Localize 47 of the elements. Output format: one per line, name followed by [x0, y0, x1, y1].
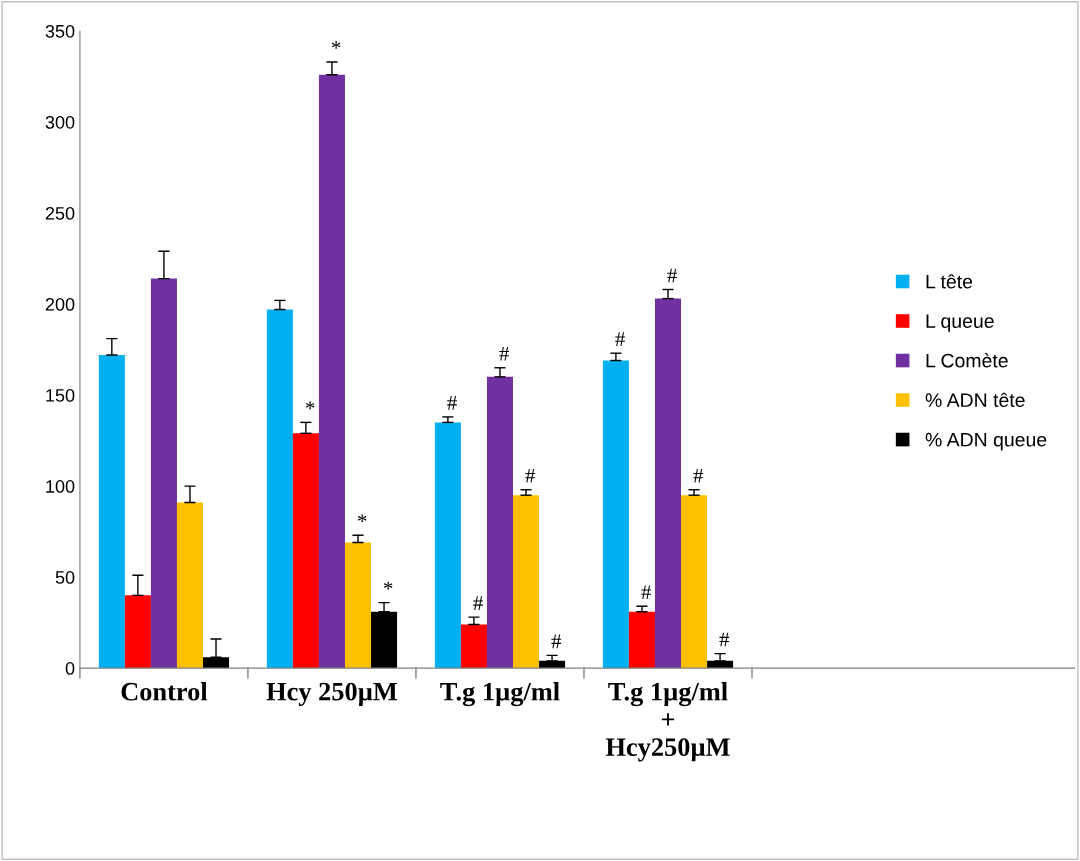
data-label: * — [357, 514, 367, 523]
bar — [628, 611, 655, 669]
bar — [434, 422, 461, 669]
bar — [344, 542, 372, 669]
x-tick-label: T.g 1µg/ml — [440, 682, 560, 707]
legend-label: % ADN queue — [925, 432, 1047, 451]
data-label: # — [551, 634, 562, 649]
bar — [460, 624, 487, 669]
data-label: # — [447, 396, 457, 410]
data-label: # — [499, 346, 509, 361]
bar — [512, 495, 540, 669]
y-tick-label: 200 — [45, 297, 75, 311]
data-label: # — [719, 632, 730, 647]
legend-label: % ADN tête — [925, 392, 1025, 408]
bar — [318, 74, 345, 669]
data-label: # — [473, 596, 483, 610]
bar — [124, 595, 151, 669]
y-tick-label: 350 — [45, 24, 75, 38]
x-tick-label: T.g 1µg/ml + Hcy250µM — [605, 682, 730, 762]
y-tick-label: 300 — [45, 115, 75, 129]
data-label: * — [331, 41, 341, 49]
y-tick-label: 250 — [45, 206, 75, 220]
bar — [486, 376, 513, 669]
legend-label: L queue — [926, 314, 994, 332]
y-tick-label: 100 — [46, 480, 75, 493]
data-label: # — [525, 468, 536, 483]
data-label: # — [693, 468, 704, 483]
data-label: * — [305, 401, 315, 410]
bar — [292, 433, 319, 669]
bar — [602, 360, 629, 669]
bar — [150, 278, 177, 669]
bar — [681, 495, 708, 669]
data-label: # — [667, 268, 677, 283]
y-tick-label: 150 — [46, 389, 75, 402]
bar — [266, 309, 293, 669]
legend-label: L tête — [926, 274, 973, 289]
data-label: # — [615, 332, 625, 346]
bar — [176, 502, 203, 669]
bar — [98, 355, 125, 669]
y-tick-label: 0 — [65, 662, 75, 675]
data-label: # — [641, 585, 651, 600]
legend-label: L Comète — [926, 353, 1008, 368]
x-tick-label: Control — [121, 682, 208, 701]
data-label: * — [384, 581, 393, 590]
x-tick-label: Hcy 250µM — [266, 682, 398, 706]
y-tick-label: 50 — [55, 571, 75, 584]
bar — [654, 298, 682, 669]
